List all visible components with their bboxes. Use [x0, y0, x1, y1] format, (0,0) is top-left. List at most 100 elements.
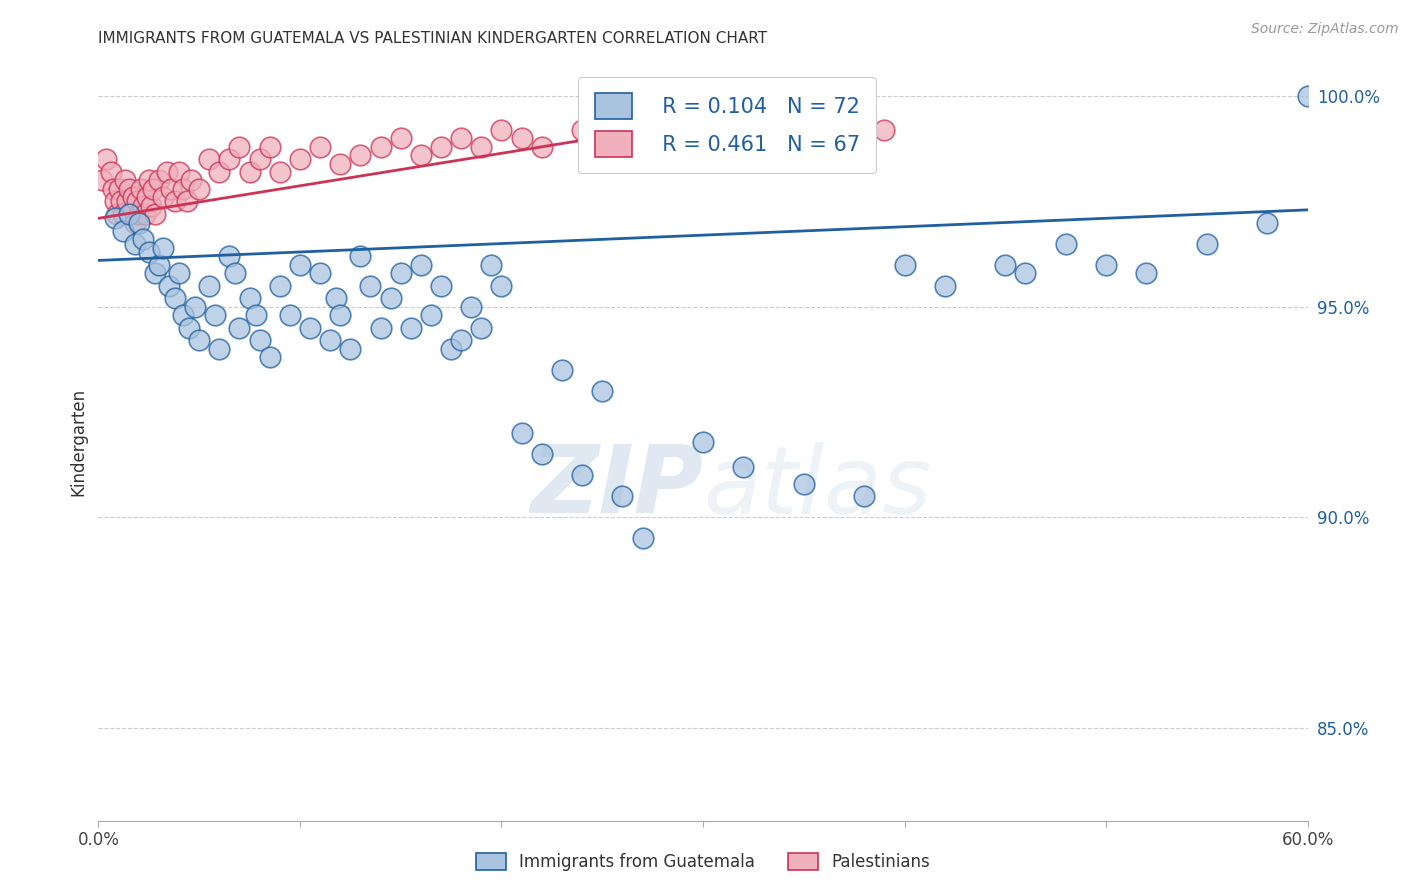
Point — [249, 153, 271, 167]
Point — [176, 194, 198, 209]
Point — [172, 308, 194, 322]
Text: ZIP: ZIP — [530, 441, 703, 533]
Point — [510, 426, 533, 441]
Point — [245, 308, 267, 322]
Point — [651, 131, 673, 145]
Point — [96, 153, 118, 167]
Point — [1014, 266, 1036, 280]
Point — [631, 532, 654, 546]
Point — [180, 173, 202, 187]
Point — [329, 308, 352, 322]
Point — [733, 459, 755, 474]
Point — [163, 291, 186, 305]
Point — [156, 165, 179, 179]
Point — [188, 334, 211, 348]
Point — [832, 106, 855, 120]
Point — [120, 207, 142, 221]
Point — [793, 106, 815, 120]
Point — [208, 165, 231, 179]
Point — [124, 236, 146, 251]
Point — [481, 258, 503, 272]
Point — [1095, 258, 1118, 272]
Point — [1195, 236, 1218, 251]
Point — [450, 131, 472, 145]
Point — [139, 199, 162, 213]
Point — [409, 258, 432, 272]
Point — [152, 190, 174, 204]
Text: atlas: atlas — [703, 442, 931, 533]
Point — [370, 139, 392, 153]
Point — [994, 258, 1017, 272]
Point — [118, 182, 141, 196]
Point — [132, 199, 155, 213]
Point — [101, 182, 124, 196]
Point — [148, 258, 170, 272]
Point — [309, 266, 332, 280]
Point — [1296, 89, 1319, 103]
Point — [111, 207, 134, 221]
Point — [134, 207, 156, 221]
Point — [309, 139, 332, 153]
Point — [319, 334, 342, 348]
Point — [124, 215, 146, 229]
Point — [163, 194, 186, 209]
Point — [138, 173, 160, 187]
Point — [430, 278, 453, 293]
Point — [167, 266, 190, 280]
Point — [259, 351, 281, 365]
Point — [114, 173, 136, 187]
Point — [571, 468, 593, 483]
Point — [399, 320, 422, 334]
Point — [853, 489, 876, 503]
Point — [934, 278, 956, 293]
Point — [329, 156, 352, 170]
Point — [853, 97, 876, 112]
Point — [157, 278, 180, 293]
Point — [470, 139, 492, 153]
Point — [115, 194, 138, 209]
Point — [269, 165, 291, 179]
Text: Source: ZipAtlas.com: Source: ZipAtlas.com — [1251, 22, 1399, 37]
Point — [118, 207, 141, 221]
Point — [143, 266, 166, 280]
Point — [198, 278, 221, 293]
Point — [278, 308, 301, 322]
Point — [360, 278, 382, 293]
Point — [128, 207, 150, 221]
Point — [125, 194, 148, 209]
Point — [530, 139, 553, 153]
Point — [91, 173, 114, 187]
Point — [591, 384, 613, 398]
Point — [409, 148, 432, 162]
Point — [111, 224, 134, 238]
Point — [121, 190, 143, 204]
Point — [249, 334, 271, 348]
Point — [160, 182, 183, 196]
Point — [510, 131, 533, 145]
Point — [389, 131, 412, 145]
Point — [224, 266, 246, 280]
Point — [107, 182, 129, 196]
Point — [152, 241, 174, 255]
Point — [450, 334, 472, 348]
Point — [733, 114, 755, 128]
Point — [692, 434, 714, 449]
Point — [420, 308, 443, 322]
Point — [893, 258, 915, 272]
Point — [470, 320, 492, 334]
Point — [188, 182, 211, 196]
Point — [288, 153, 311, 167]
Point — [873, 123, 896, 137]
Point — [103, 194, 125, 209]
Point — [1256, 215, 1278, 229]
Point — [138, 244, 160, 259]
Point — [167, 165, 190, 179]
Point — [299, 320, 322, 334]
Point — [269, 278, 291, 293]
Point — [349, 249, 371, 263]
Point — [380, 291, 402, 305]
Point — [339, 342, 361, 356]
Point — [105, 207, 128, 221]
Point — [813, 114, 835, 128]
Point — [204, 308, 226, 322]
